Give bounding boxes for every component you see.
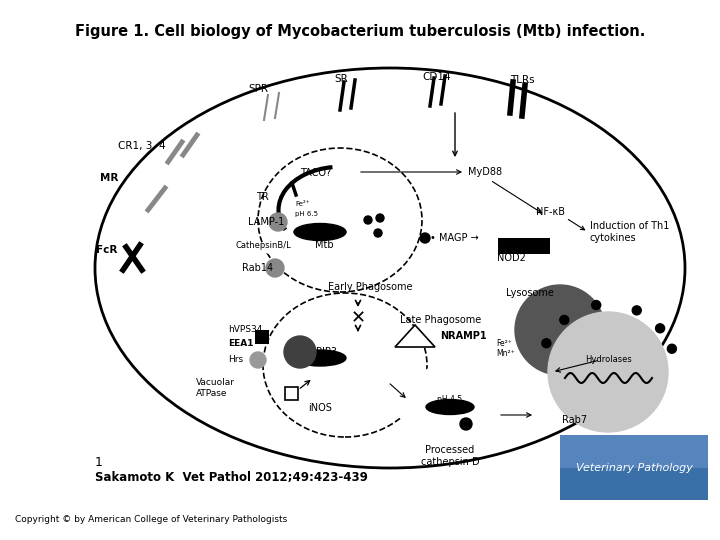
- Polygon shape: [395, 325, 435, 347]
- FancyBboxPatch shape: [560, 435, 708, 468]
- Circle shape: [656, 324, 665, 333]
- Text: Vacuolar
ATPase: Vacuolar ATPase: [196, 379, 235, 397]
- Bar: [285, 387, 298, 400]
- Text: Processed
cathepsin D: Processed cathepsin D: [420, 445, 480, 467]
- Text: NRAMP1: NRAMP1: [440, 331, 487, 341]
- Ellipse shape: [294, 224, 346, 240]
- Text: MR: MR: [100, 173, 118, 183]
- Circle shape: [376, 214, 384, 222]
- Text: Veterinary Pathology: Veterinary Pathology: [575, 463, 693, 473]
- Text: ✕: ✕: [351, 309, 366, 327]
- Bar: [498, 238, 550, 254]
- Ellipse shape: [426, 400, 474, 415]
- Circle shape: [266, 259, 284, 277]
- Text: • MAGP →: • MAGP →: [430, 233, 479, 243]
- Text: pH 4.5: pH 4.5: [438, 395, 462, 404]
- Circle shape: [559, 315, 569, 325]
- Circle shape: [263, 236, 281, 254]
- Text: pH 6.5: pH 6.5: [295, 211, 318, 217]
- Text: CR1, 3, 4: CR1, 3, 4: [118, 141, 166, 151]
- Text: Rab7: Rab7: [562, 415, 587, 425]
- Text: FcR: FcR: [96, 245, 117, 255]
- Circle shape: [515, 285, 605, 375]
- Circle shape: [548, 312, 668, 432]
- FancyBboxPatch shape: [560, 435, 708, 500]
- Circle shape: [592, 301, 600, 309]
- Text: Lysosome: Lysosome: [506, 288, 554, 298]
- Text: NF-κB: NF-κB: [536, 207, 565, 217]
- Circle shape: [542, 339, 551, 348]
- Circle shape: [402, 364, 498, 460]
- Ellipse shape: [294, 350, 346, 366]
- Circle shape: [374, 229, 382, 237]
- Text: SR: SR: [334, 74, 348, 84]
- Circle shape: [537, 409, 559, 431]
- Circle shape: [309, 369, 327, 387]
- Text: Figure 1. Cell biology of Mycobacterium tuberculosis (Mtb) infection.: Figure 1. Cell biology of Mycobacterium …: [75, 24, 645, 39]
- Text: TR: TR: [256, 192, 269, 202]
- Text: Induction of Th1
cytokines: Induction of Th1 cytokines: [590, 221, 670, 243]
- Text: PIP3: PIP3: [316, 347, 337, 357]
- Ellipse shape: [263, 293, 427, 437]
- Text: NOD2: NOD2: [497, 253, 526, 263]
- Text: Rab14: Rab14: [242, 263, 273, 273]
- Text: TACO?: TACO?: [300, 168, 331, 178]
- Text: Fe²⁺: Fe²⁺: [496, 339, 512, 348]
- Ellipse shape: [95, 68, 685, 468]
- Text: Hrs: Hrs: [228, 354, 243, 363]
- Circle shape: [667, 344, 676, 353]
- Circle shape: [364, 216, 372, 224]
- Bar: [255, 330, 269, 344]
- Text: Hydrolases: Hydrolases: [585, 355, 631, 364]
- Text: CathepsinB/L: CathepsinB/L: [235, 240, 291, 249]
- Circle shape: [284, 336, 316, 368]
- Text: Sakamoto K  Vet Pathol 2012;49:423-439: Sakamoto K Vet Pathol 2012;49:423-439: [95, 471, 368, 484]
- Text: 1: 1: [95, 456, 103, 469]
- Text: Early Phagosome: Early Phagosome: [328, 282, 413, 292]
- Circle shape: [269, 213, 287, 231]
- Text: Copyright © by American College of Veterinary Pathologists: Copyright © by American College of Veter…: [15, 516, 287, 524]
- Circle shape: [250, 352, 266, 368]
- Ellipse shape: [258, 148, 422, 292]
- Circle shape: [460, 418, 472, 430]
- Text: Late Phagosome: Late Phagosome: [400, 315, 481, 325]
- Text: MyD88: MyD88: [468, 167, 502, 177]
- Text: EEA1: EEA1: [228, 339, 253, 348]
- Text: LAMP-1: LAMP-1: [248, 217, 284, 227]
- Text: Mn²⁺: Mn²⁺: [496, 348, 515, 357]
- Circle shape: [420, 233, 430, 243]
- Text: CD14: CD14: [422, 72, 451, 82]
- Circle shape: [632, 306, 642, 315]
- Text: iNOS: iNOS: [308, 403, 332, 413]
- Text: SPR: SPR: [248, 84, 268, 94]
- Text: Fe²⁺: Fe²⁺: [295, 201, 310, 207]
- Text: hVPS34: hVPS34: [228, 326, 262, 334]
- Text: TLRs: TLRs: [510, 75, 535, 85]
- Text: RNI: RNI: [444, 406, 456, 415]
- Text: Mtb: Mtb: [315, 240, 333, 250]
